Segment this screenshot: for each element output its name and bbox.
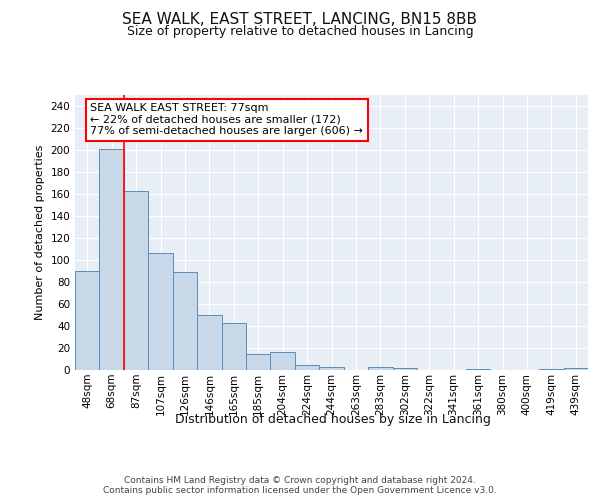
Text: Distribution of detached houses by size in Lancing: Distribution of detached houses by size …	[175, 412, 491, 426]
Bar	[271, 352, 295, 370]
Bar	[539, 369, 563, 370]
Bar	[466, 369, 490, 370]
Bar	[563, 368, 588, 370]
Bar	[173, 272, 197, 370]
Y-axis label: Number of detached properties: Number of detached properties	[35, 145, 45, 320]
Bar	[319, 366, 344, 370]
Bar	[75, 271, 100, 370]
Text: Size of property relative to detached houses in Lancing: Size of property relative to detached ho…	[127, 25, 473, 38]
Bar	[221, 322, 246, 370]
Bar	[246, 354, 271, 370]
Bar	[368, 366, 392, 370]
Bar	[148, 254, 173, 370]
Bar	[124, 190, 148, 370]
Bar	[392, 368, 417, 370]
Text: Contains HM Land Registry data © Crown copyright and database right 2024.
Contai: Contains HM Land Registry data © Crown c…	[103, 476, 497, 495]
Bar	[100, 149, 124, 370]
Bar	[295, 364, 319, 370]
Bar	[197, 315, 221, 370]
Text: SEA WALK EAST STREET: 77sqm
← 22% of detached houses are smaller (172)
77% of se: SEA WALK EAST STREET: 77sqm ← 22% of det…	[91, 104, 363, 136]
Text: SEA WALK, EAST STREET, LANCING, BN15 8BB: SEA WALK, EAST STREET, LANCING, BN15 8BB	[122, 12, 478, 28]
